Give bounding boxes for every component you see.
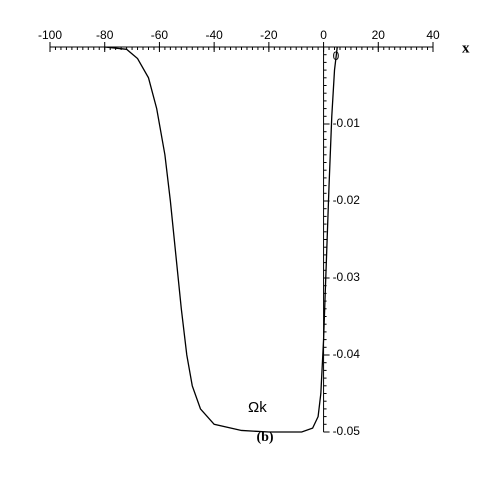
- x-tick-label: 0: [320, 28, 327, 42]
- y-tick-label: -0.04: [333, 347, 361, 361]
- x-tick-label: 20: [372, 28, 386, 42]
- caption: (b): [256, 430, 273, 445]
- x-tick-label: 40: [426, 28, 440, 42]
- x-tick-label: -80: [96, 28, 114, 42]
- curve: [104, 46, 338, 433]
- y-tick-label: -0.02: [333, 193, 361, 207]
- x-tick-label: -100: [38, 28, 62, 42]
- x-tick-label: -40: [205, 28, 223, 42]
- x-axis-label: x: [462, 40, 470, 56]
- y-tick-label: -0.03: [333, 270, 361, 284]
- x-tick-label: -60: [151, 28, 169, 42]
- x-tick-label: -20: [260, 28, 278, 42]
- y-tick-label: -0.05: [333, 424, 361, 438]
- y-tick-label: -0.01: [333, 116, 361, 130]
- curve-label: Ωk: [248, 399, 267, 416]
